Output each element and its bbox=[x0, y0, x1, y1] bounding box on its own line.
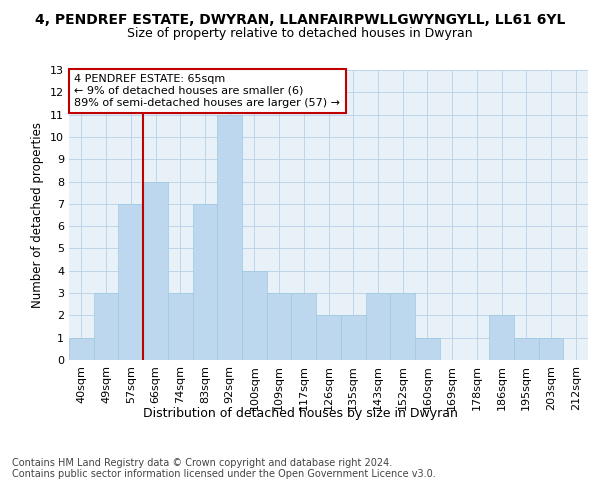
Bar bbox=[390, 293, 415, 360]
Bar bbox=[539, 338, 563, 360]
Bar bbox=[94, 293, 118, 360]
Text: Distribution of detached houses by size in Dwyran: Distribution of detached houses by size … bbox=[143, 408, 457, 420]
Bar bbox=[143, 182, 168, 360]
Bar bbox=[242, 271, 267, 360]
Bar bbox=[292, 293, 316, 360]
Text: Contains HM Land Registry data © Crown copyright and database right 2024.
Contai: Contains HM Land Registry data © Crown c… bbox=[12, 458, 436, 479]
Text: Size of property relative to detached houses in Dwyran: Size of property relative to detached ho… bbox=[127, 28, 473, 40]
Bar bbox=[69, 338, 94, 360]
Bar bbox=[193, 204, 217, 360]
Bar bbox=[316, 316, 341, 360]
Bar bbox=[267, 293, 292, 360]
Bar bbox=[514, 338, 539, 360]
Bar bbox=[118, 204, 143, 360]
Text: 4, PENDREF ESTATE, DWYRAN, LLANFAIRPWLLGWYNGYLL, LL61 6YL: 4, PENDREF ESTATE, DWYRAN, LLANFAIRPWLLG… bbox=[35, 12, 565, 26]
Bar bbox=[168, 293, 193, 360]
Y-axis label: Number of detached properties: Number of detached properties bbox=[31, 122, 44, 308]
Bar bbox=[217, 114, 242, 360]
Text: 4 PENDREF ESTATE: 65sqm
← 9% of detached houses are smaller (6)
89% of semi-deta: 4 PENDREF ESTATE: 65sqm ← 9% of detached… bbox=[74, 74, 340, 108]
Bar bbox=[341, 316, 365, 360]
Bar bbox=[489, 316, 514, 360]
Bar bbox=[365, 293, 390, 360]
Bar bbox=[415, 338, 440, 360]
